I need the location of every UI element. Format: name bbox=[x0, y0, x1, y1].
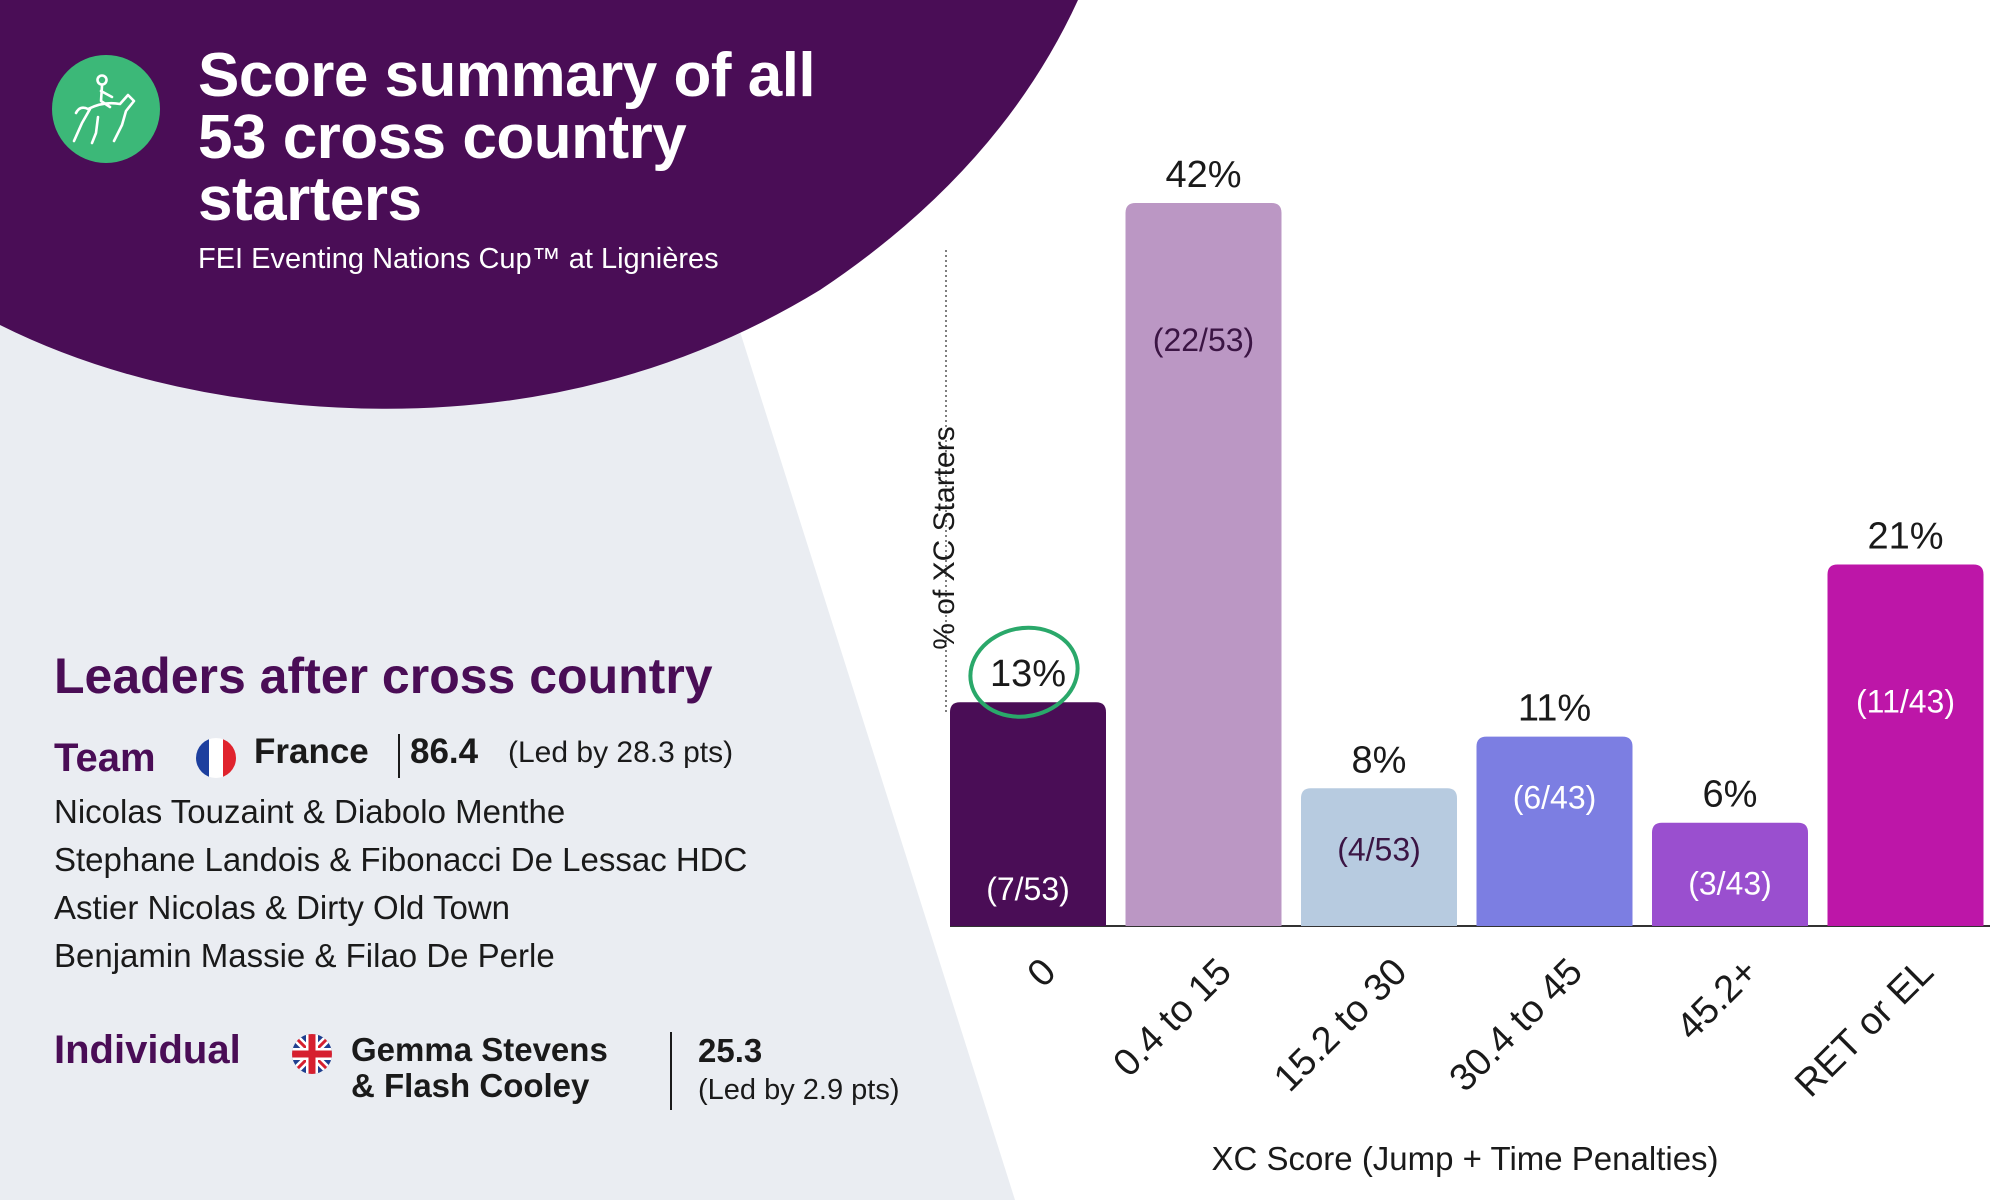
data-label: 6% bbox=[1703, 774, 1758, 816]
bar bbox=[1476, 736, 1633, 926]
fraction-label: (22/53) bbox=[1153, 322, 1254, 358]
bar bbox=[950, 702, 1106, 926]
data-label: 11% bbox=[1518, 688, 1591, 730]
team-leader-row: Team France 86.4 (Led by 28.3 pts) bbox=[54, 730, 974, 780]
x-tick-label: 0 bbox=[1020, 951, 1065, 996]
data-label: 8% bbox=[1352, 739, 1407, 781]
x-tick-label: 30.4 to 45 bbox=[1442, 951, 1591, 1100]
x-tick-label: RET or EL bbox=[1787, 951, 1942, 1106]
list-item: Astier Nicolas & Dirty Old Town bbox=[54, 889, 511, 926]
team-lead: (Led by 28.3 pts) bbox=[508, 736, 734, 769]
fraction-label: (6/43) bbox=[1513, 780, 1597, 816]
fraction-label: (3/43) bbox=[1688, 866, 1772, 902]
x-tick-label: 45.2+ bbox=[1669, 951, 1767, 1049]
france-flag-icon bbox=[196, 738, 236, 778]
list-item: Nicolas Touzaint & Diabolo Menthe bbox=[54, 793, 566, 830]
y-axis-label: % of XC Starters bbox=[928, 426, 961, 649]
team-label: Team bbox=[54, 736, 156, 780]
individual-lead: (Led by 2.9 pts) bbox=[698, 1074, 900, 1106]
list-item: Benjamin Massie & Filao De Perle bbox=[54, 937, 555, 974]
individual-name-line: Gemma Stevens bbox=[351, 1031, 608, 1068]
x-tick-label: 0.4 to 15 bbox=[1106, 951, 1240, 1085]
bar bbox=[1652, 822, 1808, 926]
data-label: 42% bbox=[1165, 154, 1241, 196]
divider bbox=[670, 1032, 672, 1110]
x-axis-label: XC Score (Jump + Time Penalties) bbox=[1211, 1140, 1718, 1177]
individual-leader-row: Individual Gemma Stevens & Flash Cooley … bbox=[54, 1028, 974, 1148]
individual-name-line: & Flash Cooley bbox=[351, 1067, 590, 1104]
page-title: Score summary of all 53 cross country st… bbox=[198, 41, 816, 234]
highlight-circle bbox=[968, 625, 1080, 719]
team-score: 86.4 bbox=[410, 732, 479, 771]
individual-score: 25.3 bbox=[698, 1032, 763, 1069]
divider bbox=[398, 734, 400, 778]
page-subtitle: FEI Eventing Nations Cup™ at Lignières bbox=[198, 243, 719, 275]
purple-header-shape bbox=[0, 0, 1078, 409]
leaders-panel: Leaders after cross country Team France … bbox=[54, 648, 974, 1110]
individual-label: Individual bbox=[54, 1028, 241, 1072]
list-item: Stephane Landois & Fibonacci De Lessac H… bbox=[54, 841, 748, 878]
eventing-rider-horse-icon bbox=[52, 55, 160, 163]
data-label: 21% bbox=[1867, 516, 1943, 558]
uk-flag-icon bbox=[292, 1034, 332, 1074]
x-tick-label: 15.2 to 30 bbox=[1266, 951, 1415, 1100]
data-label: 13% bbox=[990, 653, 1066, 695]
fraction-label: (11/43) bbox=[1856, 684, 1955, 720]
bars-group: 13% (7/53) 0 42% (22/53) 0.4 to 15 8% (4/53) 15.… bbox=[950, 154, 1984, 1105]
team-name: France bbox=[254, 732, 369, 771]
bar bbox=[1125, 203, 1282, 926]
bar bbox=[1301, 788, 1457, 926]
grey-panel bbox=[0, 300, 1015, 1200]
fraction-label: (7/53) bbox=[986, 871, 1070, 907]
leaders-title: Leaders after cross country bbox=[54, 648, 713, 704]
fraction-label: (4/53) bbox=[1337, 831, 1421, 867]
individual-name: Gemma Stevens & Flash Cooley bbox=[351, 1032, 681, 1104]
team-riders-list: Nicolas Touzaint & Diabolo Menthe Stepha… bbox=[54, 788, 747, 980]
bar bbox=[1827, 564, 1984, 926]
